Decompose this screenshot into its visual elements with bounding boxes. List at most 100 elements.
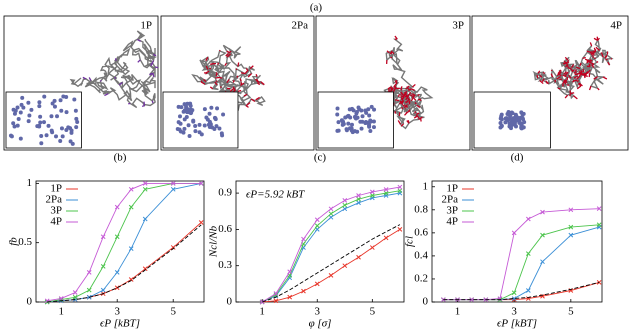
bond	[149, 72, 154, 76]
bond	[243, 93, 248, 97]
series-line	[262, 229, 401, 303]
point-marker	[568, 207, 574, 213]
inset-dot	[188, 101, 193, 106]
point-marker	[273, 298, 279, 304]
point-marker	[273, 291, 279, 296]
legend-label: 4P	[50, 216, 62, 228]
bond	[406, 86, 410, 91]
point-marker	[383, 190, 389, 196]
bond	[537, 70, 541, 74]
bond	[141, 104, 145, 108]
polymer-chain	[69, 30, 158, 109]
inset-dot	[517, 117, 522, 122]
inset-dot	[357, 107, 362, 112]
chart-label: (d)	[511, 152, 524, 164]
legend-label: 3P	[446, 205, 458, 217]
legend-label: 2Pa	[442, 194, 459, 206]
bond	[406, 98, 410, 103]
point-marker	[72, 294, 78, 300]
inset-dot	[193, 129, 198, 134]
inset-dot	[519, 125, 524, 130]
bond	[255, 78, 259, 83]
inset-dot	[58, 98, 63, 103]
inset-dot	[372, 107, 377, 112]
x-tick-label: 5	[568, 306, 574, 318]
bond	[559, 78, 562, 81]
bond	[390, 87, 393, 90]
bond	[576, 85, 582, 90]
inset-dot	[349, 128, 354, 133]
point-marker	[328, 214, 334, 220]
bond	[602, 76, 608, 80]
bond	[417, 98, 422, 102]
bond	[586, 69, 591, 75]
bond	[404, 104, 408, 107]
bond	[562, 80, 567, 84]
inset-frame	[162, 91, 239, 149]
bond	[410, 94, 414, 97]
inset-dot	[187, 133, 192, 138]
inset-dot	[49, 114, 54, 119]
bond	[151, 100, 154, 104]
bond	[241, 72, 246, 75]
bond	[255, 96, 260, 101]
y-tick-label: 0.6	[218, 223, 232, 235]
bond	[597, 37, 600, 41]
point-marker	[114, 285, 120, 291]
image-label: 2Pa	[292, 20, 309, 32]
bond	[400, 97, 405, 103]
bond	[393, 82, 398, 87]
point-marker	[511, 296, 517, 301]
x-tick-label: 3	[511, 306, 517, 318]
y-tick-label: 0	[423, 296, 429, 308]
bond	[394, 35, 398, 40]
bond	[578, 82, 583, 87]
inset-dot	[367, 124, 372, 129]
bond	[200, 81, 206, 85]
bond	[539, 74, 543, 78]
series-line	[47, 182, 202, 302]
bond	[400, 88, 403, 91]
x-tick-label: 5	[370, 306, 376, 318]
inset-dot	[42, 120, 47, 125]
point-marker	[100, 264, 106, 269]
y-tick-label: 0.4	[414, 249, 428, 261]
bond	[607, 61, 611, 66]
bond	[563, 61, 568, 65]
bond	[576, 74, 581, 80]
inset-dot	[359, 126, 364, 131]
point-marker	[328, 206, 334, 212]
inset-dot	[371, 125, 376, 130]
bond	[237, 89, 242, 92]
point-marker	[170, 186, 176, 192]
bond	[209, 86, 214, 90]
bond	[610, 58, 613, 60]
inset-dot	[512, 121, 517, 126]
inset-dot	[26, 119, 31, 124]
inset-dot	[336, 128, 341, 133]
bond	[584, 71, 588, 77]
bond	[411, 88, 415, 91]
point-marker	[142, 216, 148, 222]
inset-dot	[498, 125, 503, 130]
inset-dot	[39, 141, 44, 146]
bond	[114, 58, 117, 61]
series-line	[262, 224, 401, 303]
point-marker	[128, 204, 134, 210]
bond	[588, 85, 592, 91]
bond	[244, 69, 249, 75]
x-axis-label: ϵP [kBT]	[497, 318, 537, 330]
inset-dot	[58, 139, 63, 144]
bond	[205, 56, 209, 61]
inset-dot	[197, 130, 202, 135]
legend-label: 2Pa	[46, 194, 63, 206]
bond	[245, 102, 251, 107]
bond	[154, 66, 159, 69]
bond	[580, 69, 583, 73]
inset-dot	[193, 123, 198, 128]
bond	[228, 50, 232, 54]
inset-dot	[59, 126, 64, 131]
bond	[416, 104, 421, 108]
inset-dot	[367, 113, 372, 118]
point-marker	[142, 186, 148, 192]
